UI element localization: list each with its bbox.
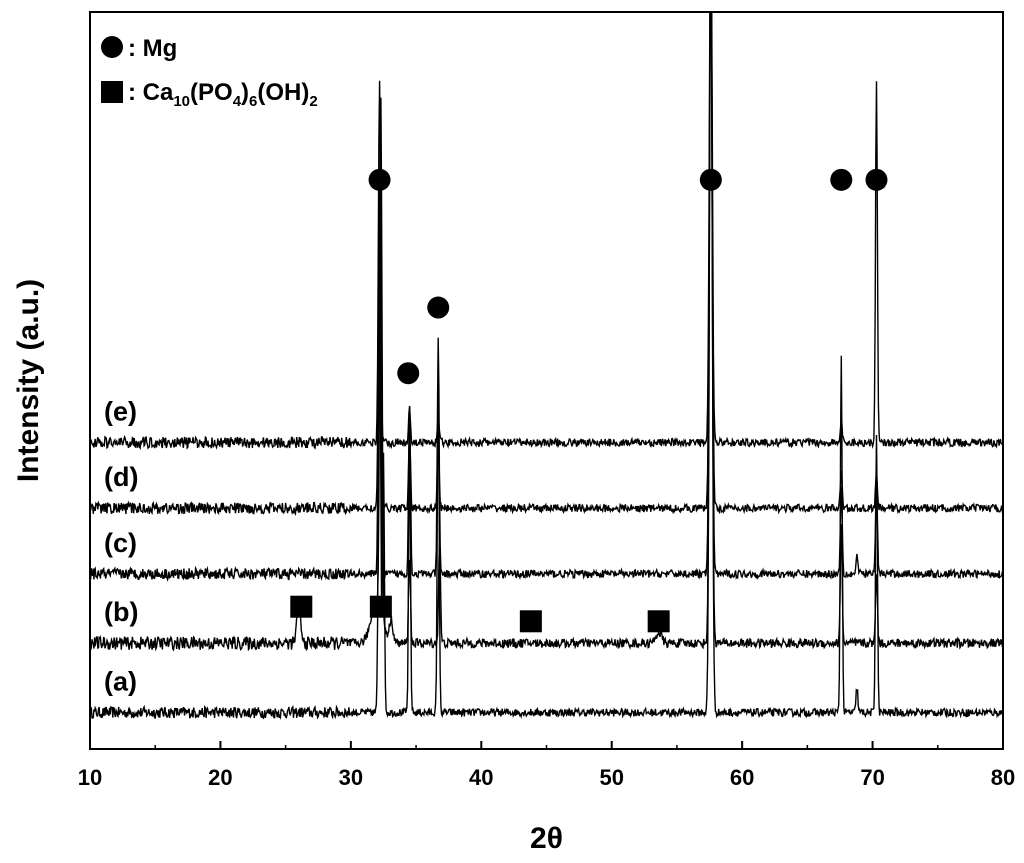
legend-square-icon — [101, 81, 123, 103]
x-tick-label: 80 — [991, 765, 1015, 790]
legend-label-mg: : Mg — [128, 35, 177, 62]
x-tick-label: 70 — [860, 765, 884, 790]
x-tick-label: 20 — [208, 765, 232, 790]
mg-peak-marker — [865, 168, 888, 191]
markers-group — [290, 168, 888, 633]
trace-line-d — [90, 12, 1003, 517]
mg-peak-marker — [368, 168, 391, 191]
legend: : Mg : Ca10(PO4)6(OH)2 — [101, 35, 318, 110]
mg-peak-marker — [427, 296, 450, 319]
trace-label-b: (b) — [104, 597, 138, 627]
trace-labels: (a) (b) (c) (d) (e) — [104, 397, 138, 697]
trace-line-c — [90, 12, 1003, 582]
hap-peak-marker — [647, 610, 670, 633]
trace-label-d: (d) — [104, 462, 138, 492]
mg-peak-marker — [699, 168, 722, 191]
x-axis-title: 2θ — [530, 822, 563, 855]
trace-label-a: (a) — [104, 667, 137, 697]
traces-group — [90, 12, 1003, 720]
legend-label-hydroxyapatite: : Ca10(PO4)6(OH)2 — [128, 79, 318, 110]
trace-label-e: (e) — [104, 397, 137, 427]
x-tick-label: 10 — [78, 765, 102, 790]
trace-line-e — [90, 12, 1003, 451]
hap-peak-marker — [519, 610, 542, 633]
y-axis-title: Intensity (a.u.) — [12, 279, 45, 482]
x-tick-label: 50 — [599, 765, 623, 790]
x-axis-ticks: 10 20 30 40 50 60 70 80 — [78, 741, 1015, 790]
x-tick-label: 40 — [469, 765, 493, 790]
hap-peak-marker — [290, 595, 313, 618]
trace-line-a — [90, 12, 1003, 720]
x-tick-label: 60 — [730, 765, 754, 790]
legend-circle-icon — [101, 36, 123, 58]
mg-peak-marker — [397, 362, 420, 385]
hap-peak-marker — [369, 595, 392, 618]
mg-peak-marker — [830, 168, 853, 191]
x-tick-label: 30 — [339, 765, 363, 790]
trace-line-b — [90, 12, 1003, 653]
plot-frame — [89, 11, 1004, 750]
trace-label-c: (c) — [104, 528, 137, 558]
